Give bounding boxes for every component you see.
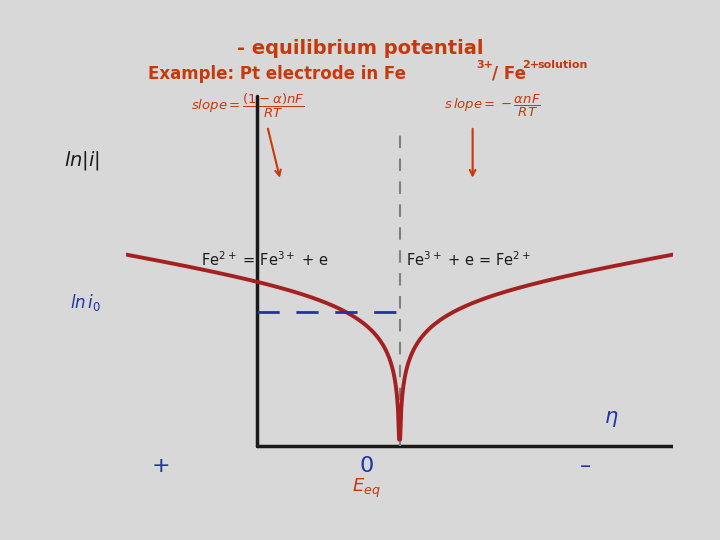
Text: $\eta$: $\eta$ [605,409,619,429]
Text: 3+: 3+ [476,60,492,70]
Text: Fe$^{2+}$ = Fe$^{3+}$ + e: Fe$^{2+}$ = Fe$^{3+}$ + e [201,251,328,269]
Text: 2+: 2+ [522,60,539,70]
Text: $E_{eq}$: $E_{eq}$ [352,477,381,500]
Text: solution: solution [538,60,588,70]
Text: $s\,lope = -\dfrac{\alpha nF}{RT}$: $s\,lope = -\dfrac{\alpha nF}{RT}$ [444,93,541,119]
Text: / Fe: / Fe [492,65,526,83]
Text: –: – [580,456,591,476]
Text: $slope = \dfrac{(1-\alpha)nF}{RT}$: $slope = \dfrac{(1-\alpha)nF}{RT}$ [191,92,304,120]
Text: Fe$^{3+}$ + e = Fe$^{2+}$: Fe$^{3+}$ + e = Fe$^{2+}$ [406,251,531,269]
Text: - equilibrium potential: - equilibrium potential [237,39,483,58]
Text: +: + [152,456,171,476]
Text: $ln\,i_0$: $ln\,i_0$ [70,292,101,313]
Text: $ln|i|$: $ln|i|$ [64,149,100,172]
Text: Example: Pt electrode in Fe: Example: Pt electrode in Fe [148,65,406,83]
Text: 0: 0 [359,456,374,476]
